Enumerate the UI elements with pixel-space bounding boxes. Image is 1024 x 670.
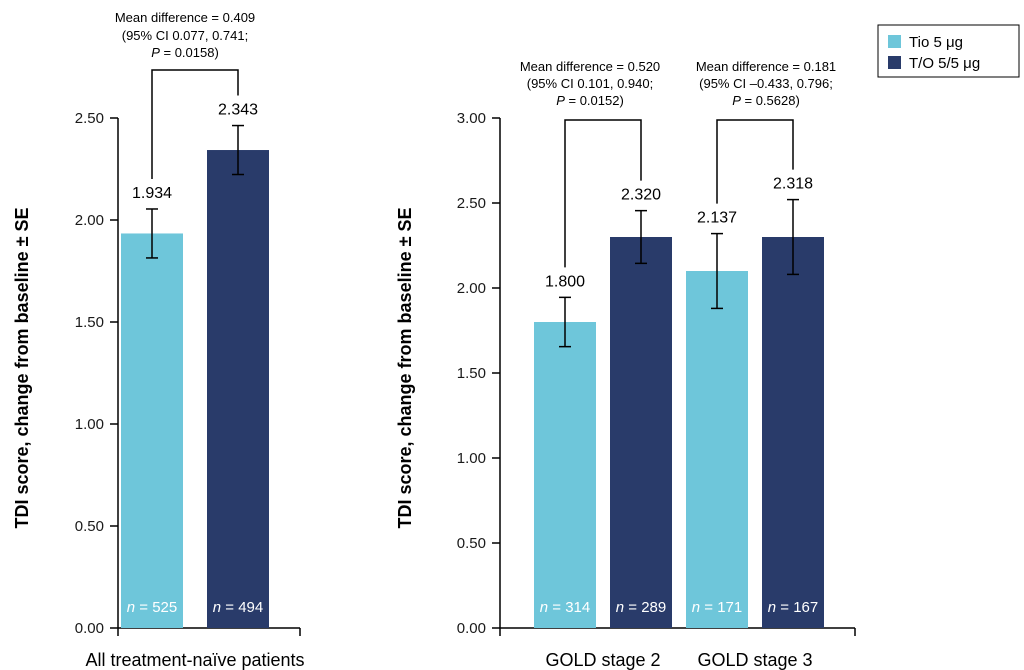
x-category-label: GOLD stage 2	[545, 650, 660, 670]
legend-box	[877, 24, 1020, 78]
bar	[610, 237, 672, 628]
bar	[121, 233, 183, 629]
data-label: 2.318	[773, 176, 813, 193]
y-tick-label: 1.00	[75, 416, 104, 433]
bar	[762, 237, 824, 628]
annotation-ci: (95% CI –0.433, 0.796;	[699, 76, 833, 91]
y-tick-label: 0.00	[75, 620, 104, 637]
data-label: 1.800	[545, 273, 585, 290]
annotation-mean-difference: Mean difference = 0.409	[115, 10, 255, 25]
y-tick-label: 0.50	[457, 535, 486, 552]
data-label: 2.137	[697, 210, 737, 227]
significance-bracket	[564, 119, 642, 268]
n-label: n = 314	[540, 599, 590, 616]
y-tick-label: 2.50	[75, 110, 104, 127]
y-tick-label: 2.00	[457, 280, 486, 297]
annotation-p-value: P = 0.0152)	[556, 93, 624, 108]
n-label: n = 525	[127, 599, 177, 616]
y-tick-label: 0.00	[457, 620, 486, 637]
y-tick-label: 1.50	[75, 314, 104, 331]
legend-label-to: T/O 5/5 μg	[909, 55, 980, 72]
legend-swatch-to	[888, 56, 901, 69]
data-label: 2.343	[218, 102, 258, 119]
bar	[686, 271, 748, 628]
data-label: 1.934	[132, 185, 172, 202]
annotation-ci: (95% CI 0.077, 0.741;	[122, 28, 248, 43]
annotation-p-value: P = 0.5628)	[732, 93, 800, 108]
significance-bracket	[151, 69, 239, 179]
y-axis-title: TDI score, change from baseline ± SE	[12, 208, 32, 529]
n-label: n = 171	[692, 599, 742, 616]
y-tick-label: 2.00	[75, 212, 104, 229]
y-axis-title: TDI score, change from baseline ± SE	[395, 208, 415, 529]
y-tick-label: 1.00	[457, 450, 486, 467]
annotation-ci: (95% CI 0.101, 0.940;	[527, 76, 653, 91]
legend-swatch-tio	[888, 35, 901, 48]
y-tick-label: 3.00	[457, 110, 486, 127]
x-category-label: All treatment-naïve patients	[85, 650, 304, 670]
annotation-p-value: P = 0.0158)	[151, 45, 219, 60]
y-tick-label: 2.50	[457, 195, 486, 212]
annotation-mean-difference: Mean difference = 0.520	[520, 59, 660, 74]
legend-label-tio: Tio 5 μg	[909, 34, 963, 51]
n-label: n = 494	[213, 599, 263, 616]
bar	[207, 150, 269, 628]
significance-bracket	[716, 119, 794, 204]
y-tick-label: 0.50	[75, 518, 104, 535]
annotation-mean-difference: Mean difference = 0.181	[696, 59, 836, 74]
y-tick-label: 1.50	[457, 365, 486, 382]
legend: Tio 5 μg T/O 5/5 μg	[877, 24, 1020, 78]
n-label: n = 167	[768, 599, 818, 616]
x-category-label: GOLD stage 3	[697, 650, 812, 670]
bar	[534, 322, 596, 628]
n-label: n = 289	[616, 599, 666, 616]
data-label: 2.320	[621, 187, 661, 204]
